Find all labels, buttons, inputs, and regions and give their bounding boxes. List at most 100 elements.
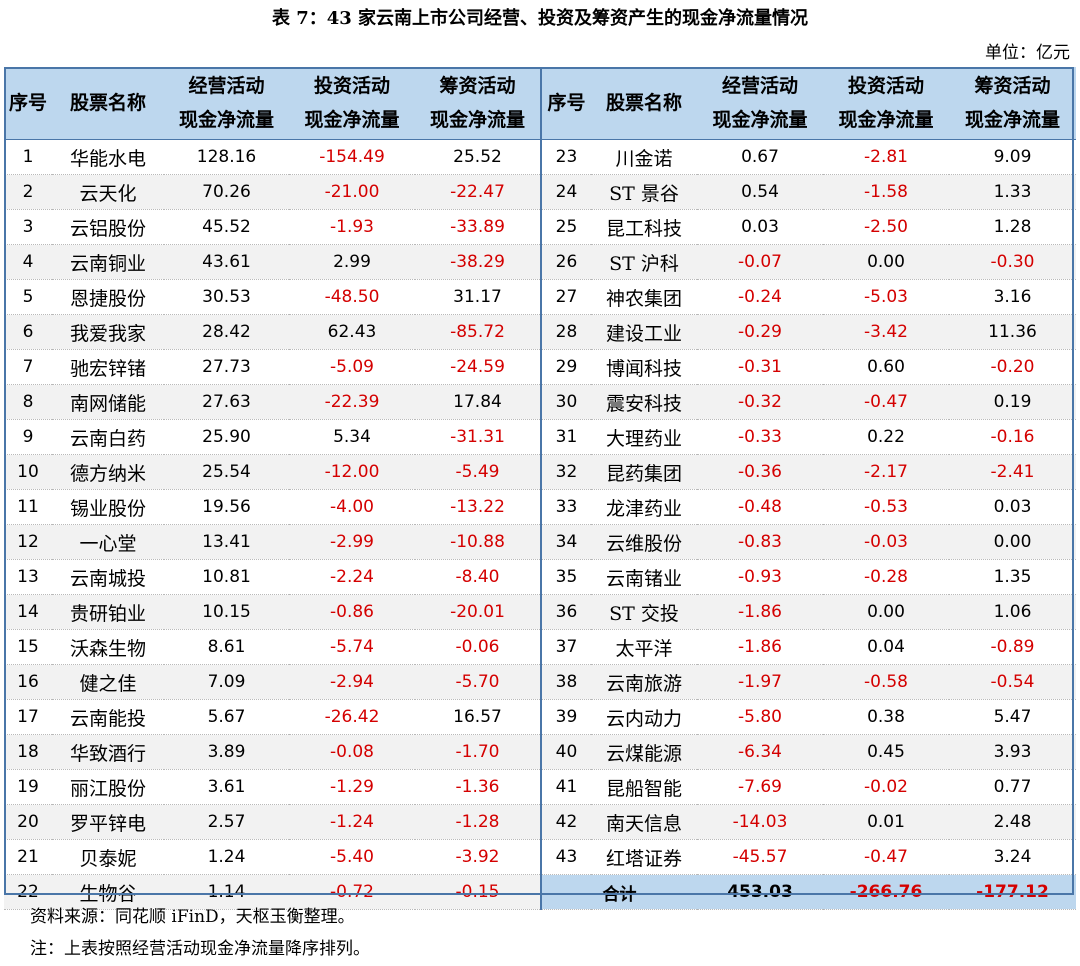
financing-cash-flow: -5.70 <box>415 664 541 700</box>
table-row: 18 华致酒行 3.89 -0.08 -1.70 40 云煤能源 -6.34 0.45 3.93 <box>4 734 1076 770</box>
stock-name: 南天信息 <box>591 804 697 840</box>
table-row: 16 健之佳 7.09 -2.94 -5.70 38 云南旅游 -1.97 -0.58 -0.54 <box>4 664 1076 700</box>
stock-name: 锡业股份 <box>52 489 164 525</box>
stock-name: 云煤能源 <box>591 734 697 770</box>
table-row: 11 锡业股份 19.56 -4.00 -13.22 33 龙津药业 -0.48 -0.53 0.… <box>4 489 1076 525</box>
header-name: 股票名称 <box>52 67 164 140</box>
investing-cash-flow: 0.00 <box>823 244 949 280</box>
investing-cash-flow: -5.09 <box>289 349 415 385</box>
investing-cash-flow: -48.50 <box>289 279 415 315</box>
total-financing: -177.12 <box>949 874 1076 910</box>
operating-cash-flow: 19.56 <box>164 489 289 525</box>
table-row: 15 沃森生物 8.61 -5.74 -0.06 37 太平洋 -1.86 0.04 -0.89 <box>4 629 1076 665</box>
financing-cash-flow: 11.36 <box>949 314 1076 350</box>
financing-cash-flow: 1.06 <box>949 594 1076 630</box>
row-index: 29 <box>540 349 591 385</box>
operating-cash-flow: -0.07 <box>697 244 823 280</box>
financing-cash-flow: -0.30 <box>949 244 1076 280</box>
investing-cash-flow: -3.42 <box>823 314 949 350</box>
financing-cash-flow: -0.15 <box>415 874 541 910</box>
financing-cash-flow: 9.09 <box>949 139 1076 175</box>
investing-cash-flow: -2.24 <box>289 559 415 595</box>
operating-cash-flow: -5.80 <box>697 699 823 735</box>
row-index: 4 <box>4 244 52 280</box>
investing-cash-flow: 0.00 <box>823 594 949 630</box>
row-index: 1 <box>4 139 52 175</box>
row-index: 41 <box>540 769 591 805</box>
row-index: 10 <box>4 454 52 490</box>
investing-cash-flow: -0.86 <box>289 594 415 630</box>
row-index: 38 <box>540 664 591 700</box>
operating-cash-flow: 25.90 <box>164 419 289 455</box>
investing-cash-flow: -5.74 <box>289 629 415 665</box>
investing-cash-flow: -12.00 <box>289 454 415 490</box>
financing-cash-flow: -10.88 <box>415 524 541 560</box>
operating-cash-flow: 7.09 <box>164 664 289 700</box>
financing-cash-flow: -8.40 <box>415 559 541 595</box>
operating-cash-flow: 2.57 <box>164 804 289 840</box>
table-row: 12 一心堂 13.41 -2.99 -10.88 34 云维股份 -0.83 -0.03 0.0… <box>4 524 1076 560</box>
operating-cash-flow: -0.32 <box>697 384 823 420</box>
investing-cash-flow: -0.08 <box>289 734 415 770</box>
row-index: 9 <box>4 419 52 455</box>
financing-cash-flow: -1.70 <box>415 734 541 770</box>
stock-name: 龙津药业 <box>591 489 697 525</box>
financing-cash-flow: 5.47 <box>949 699 1076 735</box>
stock-name: 云南能投 <box>52 699 164 735</box>
investing-cash-flow: 0.04 <box>823 629 949 665</box>
stock-name: 神农集团 <box>591 279 697 315</box>
stock-name: 贝泰妮 <box>52 839 164 875</box>
operating-cash-flow: 3.61 <box>164 769 289 805</box>
investing-cash-flow: -5.03 <box>823 279 949 315</box>
investing-cash-flow: -5.40 <box>289 839 415 875</box>
stock-name: 恩捷股份 <box>52 279 164 315</box>
row-index: 18 <box>4 734 52 770</box>
total-operating: 453.03 <box>697 874 823 910</box>
source-note: 资料来源：同花顺 iFinD，天枢玉衡整理。 <box>30 907 355 927</box>
table-row: 20 罗平锌电 2.57 -1.24 -1.28 42 南天信息 -14.03 0.01 2.48 <box>4 804 1076 840</box>
row-index: 22 <box>4 874 52 910</box>
financing-cash-flow: 1.28 <box>949 209 1076 245</box>
investing-cash-flow: 5.34 <box>289 419 415 455</box>
operating-cash-flow: -0.33 <box>697 419 823 455</box>
financing-cash-flow: -0.54 <box>949 664 1076 700</box>
stock-name: 云南铜业 <box>52 244 164 280</box>
row-index: 3 <box>4 209 52 245</box>
operating-cash-flow: 30.53 <box>164 279 289 315</box>
stock-name: 华致酒行 <box>52 734 164 770</box>
table-row: 6 我爱我家 28.42 62.43 -85.72 28 建设工业 -0.29 -3.42 11.… <box>4 314 1076 350</box>
financing-cash-flow: -20.01 <box>415 594 541 630</box>
investing-cash-flow: -26.42 <box>289 699 415 735</box>
operating-cash-flow: 3.89 <box>164 734 289 770</box>
row-index: 26 <box>540 244 591 280</box>
stock-name: 我爱我家 <box>52 314 164 350</box>
financing-cash-flow: -0.20 <box>949 349 1076 385</box>
financing-cash-flow: 25.52 <box>415 139 541 175</box>
stock-name: 博闻科技 <box>591 349 697 385</box>
operating-cash-flow: 0.67 <box>697 139 823 175</box>
row-index: 8 <box>4 384 52 420</box>
row-index: 35 <box>540 559 591 595</box>
financing-cash-flow: -1.36 <box>415 769 541 805</box>
row-index: 7 <box>4 349 52 385</box>
row-index: 23 <box>540 139 591 175</box>
financing-cash-flow: 16.57 <box>415 699 541 735</box>
financing-cash-flow: -5.49 <box>415 454 541 490</box>
operating-cash-flow: 13.41 <box>164 524 289 560</box>
investing-cash-flow: 0.22 <box>823 419 949 455</box>
table-row: 22 生物谷 1.14 -0.72 -0.15 合计 453.03 -266.76 -177.1… <box>4 874 1076 910</box>
investing-cash-flow: 0.01 <box>823 804 949 840</box>
row-index: 6 <box>4 314 52 350</box>
investing-cash-flow: 2.99 <box>289 244 415 280</box>
financing-cash-flow: -3.92 <box>415 839 541 875</box>
row-index: 37 <box>540 629 591 665</box>
row-index: 32 <box>540 454 591 490</box>
investing-cash-flow: -1.29 <box>289 769 415 805</box>
investing-cash-flow: -0.02 <box>823 769 949 805</box>
operating-cash-flow: 45.52 <box>164 209 289 245</box>
operating-cash-flow: 128.16 <box>164 139 289 175</box>
cash-flow-table: 序号 股票名称 经营活动 现金净流量 投资活动 现金净流量 筹资活动 现金净流量 序号… <box>4 67 1076 910</box>
stock-name: 昆药集团 <box>591 454 697 490</box>
table-row: 10 德方纳米 25.54 -12.00 -5.49 32 昆药集团 -0.36 -2.17 -2… <box>4 454 1076 490</box>
header-fin: 筹资活动 现金净流量 <box>415 67 541 140</box>
